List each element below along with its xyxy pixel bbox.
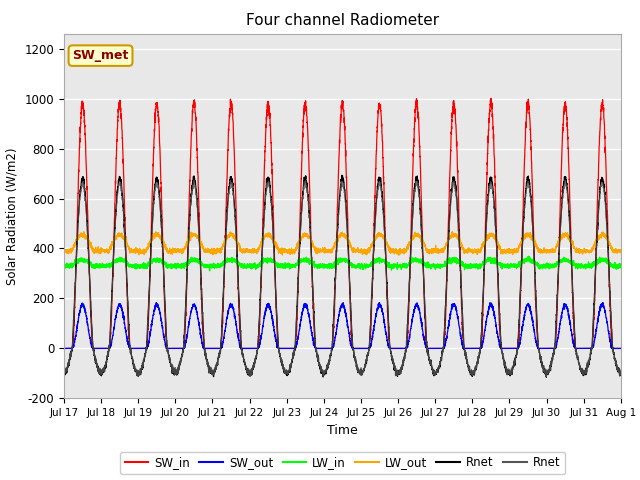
Rnet: [338, 172, 346, 178]
SW_out: [617, 346, 625, 351]
LW_in: [322, 262, 330, 268]
Legend: SW_in, SW_out, LW_in, LW_out, Rnet, Rnet: SW_in, SW_out, LW_in, LW_out, Rnet, Rnet: [120, 452, 565, 474]
LW_out: [322, 249, 330, 254]
Rnet: [543, 374, 550, 380]
Rnet: [561, 177, 569, 183]
SW_in: [499, 346, 507, 351]
LW_out: [499, 247, 507, 252]
Title: Four channel Radiometer: Four channel Radiometer: [246, 13, 439, 28]
SW_in: [322, 346, 330, 351]
LW_out: [449, 229, 456, 235]
Text: SW_met: SW_met: [72, 49, 129, 62]
Rnet: [322, 370, 330, 375]
Rnet: [322, 371, 330, 377]
Line: Rnet: Rnet: [64, 175, 621, 377]
Rnet: [134, 374, 142, 380]
SW_out: [322, 346, 330, 351]
Line: Rnet: Rnet: [64, 180, 621, 377]
SW_in: [616, 346, 624, 351]
Line: LW_in: LW_in: [64, 256, 621, 271]
LW_out: [436, 249, 444, 255]
Rnet: [617, 372, 625, 378]
Rnet: [436, 360, 444, 366]
Rnet: [499, 351, 507, 357]
Line: LW_out: LW_out: [64, 232, 621, 255]
SW_out: [436, 346, 444, 351]
LW_out: [160, 240, 168, 246]
Line: SW_in: SW_in: [64, 98, 621, 348]
LW_out: [616, 249, 624, 255]
Rnet: [616, 367, 624, 372]
Rnet: [467, 372, 475, 377]
LW_in: [206, 268, 214, 274]
Rnet: [467, 372, 475, 377]
Rnet: [160, 279, 168, 285]
SW_in: [436, 346, 444, 351]
LW_in: [525, 253, 532, 259]
SW_in: [160, 287, 168, 293]
SW_in: [60, 346, 68, 351]
LW_in: [160, 258, 168, 264]
Rnet: [616, 368, 624, 374]
SW_out: [160, 334, 168, 340]
LW_in: [499, 261, 507, 267]
SW_in: [487, 96, 495, 101]
Rnet: [499, 352, 507, 358]
Rnet: [436, 360, 444, 365]
Rnet: [617, 372, 625, 378]
LW_out: [60, 247, 68, 252]
LW_out: [617, 248, 625, 254]
X-axis label: Time: Time: [327, 424, 358, 437]
Y-axis label: Solar Radiation (W/m2): Solar Radiation (W/m2): [6, 147, 19, 285]
Rnet: [60, 370, 68, 376]
LW_in: [467, 265, 475, 271]
SW_out: [60, 346, 68, 351]
LW_out: [468, 247, 476, 252]
SW_in: [467, 346, 475, 351]
SW_out: [616, 346, 624, 351]
LW_in: [436, 263, 444, 269]
SW_out: [499, 346, 506, 351]
Line: SW_out: SW_out: [64, 302, 621, 348]
LW_in: [60, 261, 68, 267]
Rnet: [60, 369, 68, 375]
LW_out: [395, 252, 403, 258]
SW_in: [617, 346, 625, 351]
Rnet: [161, 286, 168, 292]
SW_out: [599, 300, 607, 305]
SW_out: [467, 346, 475, 351]
LW_in: [617, 264, 625, 270]
LW_in: [616, 264, 624, 270]
